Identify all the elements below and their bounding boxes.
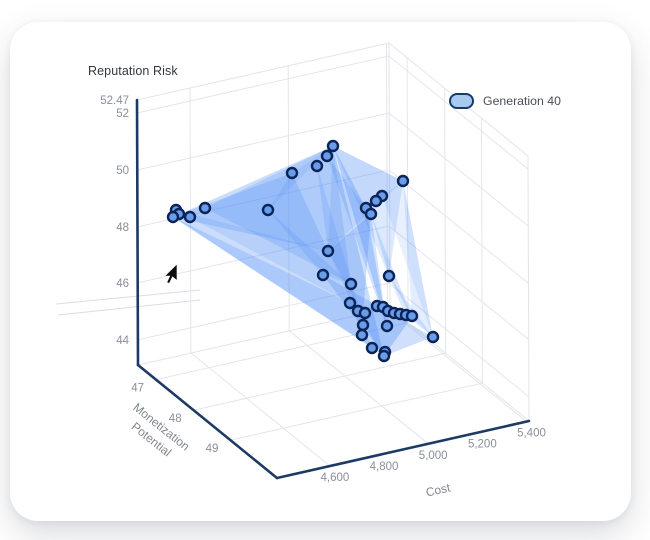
grid-line [406,57,409,324]
data-point[interactable] [358,306,372,320]
mesh-face [382,181,433,337]
grid-line [444,87,447,354]
mesh-face [173,217,373,348]
data-point[interactable] [310,159,324,173]
data-point[interactable] [285,166,299,180]
mesh-face [323,275,433,356]
data-point[interactable] [382,269,396,283]
data-point[interactable] [183,210,197,224]
legend-swatch-icon [449,93,474,109]
x-tick-label: 4,600 [321,472,350,484]
data-point[interactable] [326,139,340,153]
box-edge [137,307,391,366]
data-point[interactable] [365,341,379,355]
z-tick-label: 46 [116,278,129,290]
mesh-face [317,166,360,310]
mesh-face [371,214,412,317]
grid-line [288,330,429,445]
z-axis-title: Reputation Risk [88,64,178,78]
data-point[interactable] [344,277,358,291]
grid-line [136,55,390,114]
grid-line [136,225,390,284]
stray-line [55,289,201,305]
axis-line [136,363,279,480]
z-tick-label: 50 [116,165,129,177]
data-point[interactable] [316,268,330,282]
mouse-cursor-icon [164,263,178,284]
data-point[interactable] [426,330,440,344]
box-edge [388,42,391,309]
box-edge [136,42,390,101]
mesh-face [268,210,351,284]
mesh-face [173,146,384,356]
grid-line [385,43,388,310]
grid-line [480,117,483,384]
mesh-face [389,276,433,337]
data-point[interactable] [320,149,334,163]
data-point[interactable] [321,244,335,258]
y-tick-label: 48 [169,413,182,425]
data-point[interactable] [166,210,180,224]
grid-line [388,282,529,397]
mesh-face [327,156,387,327]
data-point[interactable] [369,194,383,208]
x-tick-label: 5,000 [419,450,448,462]
mesh-face [173,173,328,251]
data-point[interactable] [377,349,391,363]
mesh-face [176,210,350,303]
box-edge [389,307,530,422]
y-tick-label: 49 [206,443,219,455]
grid-line [388,112,529,227]
z-tick-label: 48 [116,222,129,234]
x-tick-label: 4,800 [370,461,399,473]
data-point[interactable] [261,203,275,217]
mesh-face [328,214,371,328]
data-point[interactable] [380,319,394,333]
y-tick-label: 47 [131,383,144,395]
grid-line [190,352,331,467]
x-tick-label: 5,400 [517,428,546,440]
legend-item[interactable]: Generation 40 [449,93,561,109]
data-point[interactable] [405,309,419,323]
data-point[interactable] [198,201,212,215]
z-tick-label: 52.47 [100,95,129,107]
data-point[interactable] [343,296,357,310]
z-tick-label: 44 [116,335,129,347]
grid-line [386,308,527,423]
data-point[interactable] [356,318,370,332]
grid-line [287,65,290,332]
data-point[interactable] [364,207,378,221]
grid-line [388,55,529,170]
grid-line [136,282,390,341]
stray-line [57,299,201,316]
mesh-face [205,146,351,284]
data-point[interactable] [396,174,410,188]
mesh-face [328,146,403,251]
mesh-face [403,181,433,337]
grid-line [388,225,529,340]
axis-line [275,419,531,480]
grid-line [388,169,529,284]
legend-label: Generation 40 [483,94,561,108]
grid-line [136,112,390,171]
grid-line [193,352,447,411]
x-tick-label: 5,200 [468,439,497,451]
grid-line [229,382,483,441]
box-edge [527,155,530,422]
axis-line [135,98,140,367]
z-tick-label: 52 [116,108,129,120]
data-point[interactable] [355,328,369,342]
mesh-face [333,146,387,327]
